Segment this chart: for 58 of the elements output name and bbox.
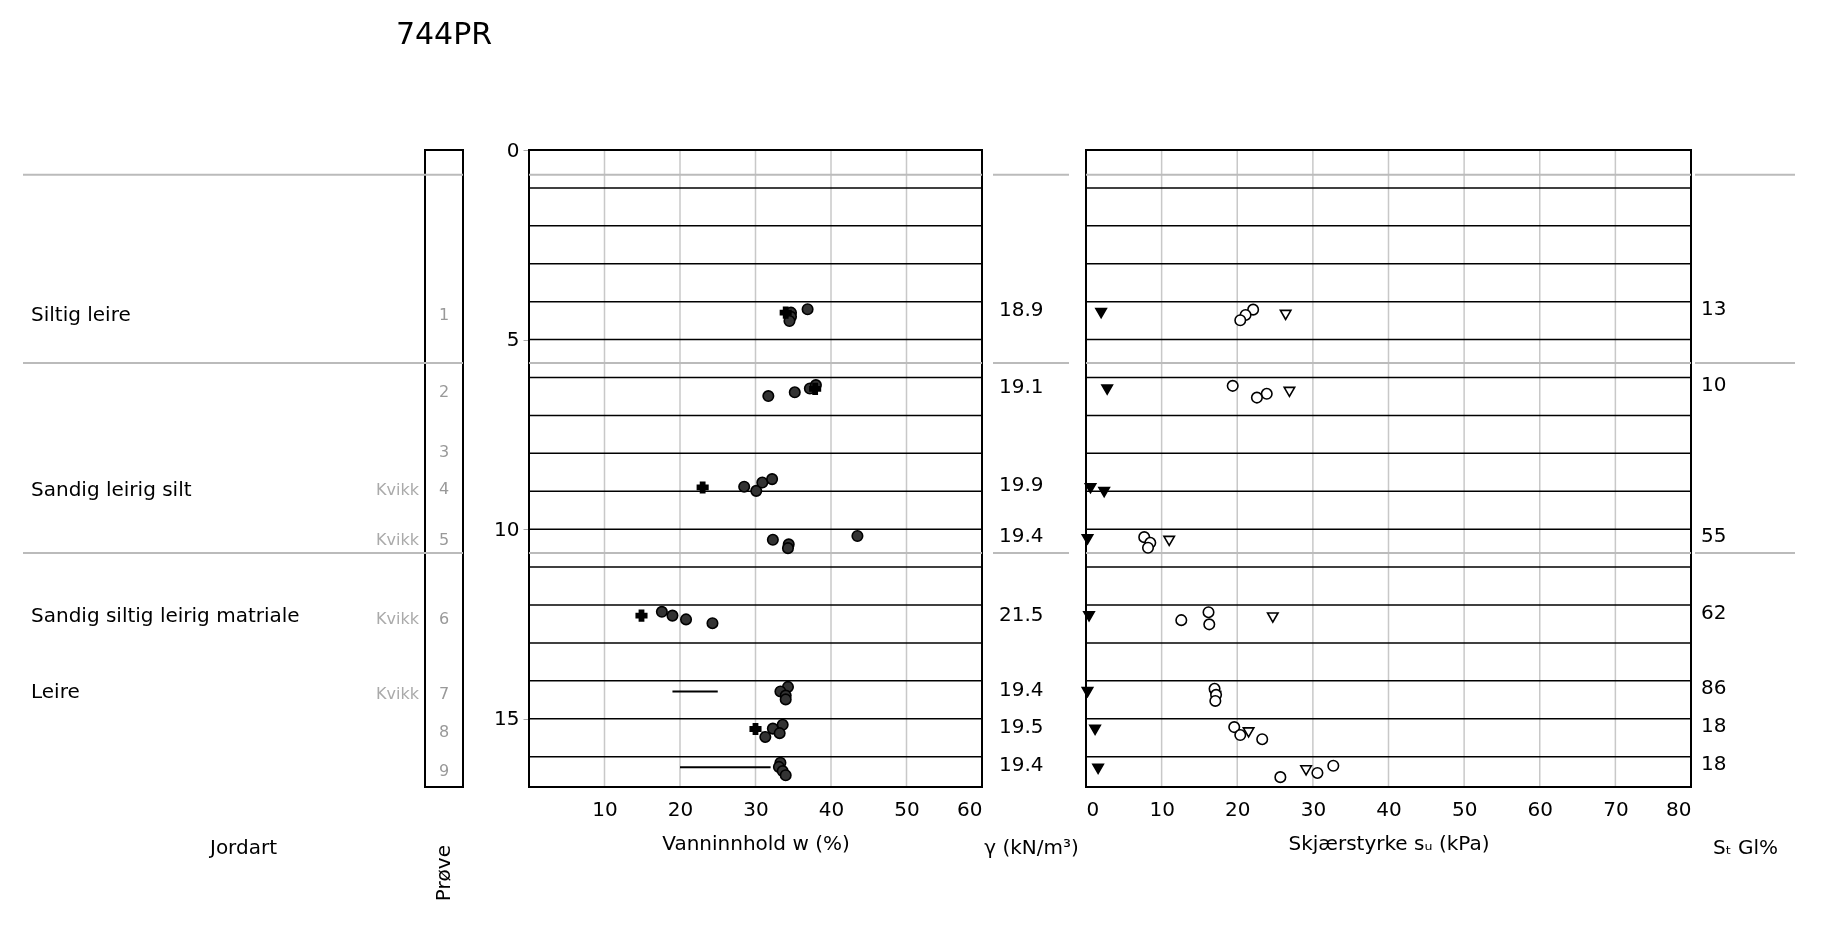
x-tick-label: 70 (1603, 796, 1629, 821)
text: Leire (31, 679, 80, 703)
text: Kvikk (376, 530, 420, 549)
text: 9 (438, 761, 450, 780)
text: 19.5 (999, 714, 1044, 738)
x-tick-label: 20 (667, 796, 694, 821)
text: 18.9 (999, 297, 1044, 321)
text: Prøve (431, 845, 455, 902)
x-tick-label: 40 (818, 796, 845, 821)
text: 4 (438, 479, 450, 498)
x-tick-label: 40 (1376, 796, 1402, 821)
x-tick-label: 60 (1527, 796, 1553, 821)
text: 5 (438, 530, 450, 549)
x-tick-label: 10 (592, 796, 618, 821)
text: 8 (438, 722, 450, 741)
text: Sandig siltig leirig matriale (31, 603, 300, 627)
text: Siltig leire (31, 302, 131, 326)
text: 55 (1701, 523, 1727, 547)
x-axis-title: Vanninnhold w (%) (662, 830, 850, 855)
text: 19.1 (999, 374, 1044, 398)
text: Kvikk (376, 609, 420, 628)
x-tick-label: 50 (1451, 796, 1478, 821)
text: 3 (438, 442, 450, 461)
x-tick-label: 30 (743, 796, 769, 821)
x-tick-label: 80 (1666, 796, 1692, 821)
x-tick-label: 50 (894, 796, 920, 821)
text: γ (kN/m³) (984, 834, 1079, 859)
text: 18 (1701, 751, 1727, 775)
text: 6 (438, 609, 450, 628)
text: 18 (1701, 713, 1727, 737)
x-tick-label: 0 (1086, 796, 1100, 821)
text: 10 (1701, 372, 1727, 396)
y-tick-label: 0 (506, 137, 520, 162)
text: Kvikk (376, 480, 420, 499)
text: Jordart (207, 834, 278, 859)
text: 19.4 (999, 677, 1044, 701)
x-axis-title: Skjærstyrke sᵤ (kPa) (1288, 830, 1490, 855)
text: Sandig leirig silt (31, 477, 192, 501)
text: 62 (1701, 600, 1727, 624)
text: 19.4 (999, 752, 1044, 776)
text: 1 (438, 305, 450, 324)
x-tick-label: 30 (1300, 796, 1327, 821)
text: 21.5 (999, 602, 1044, 626)
y-tick-label: 10 (494, 516, 520, 541)
text: Sₜ Gl% (1712, 834, 1779, 859)
text: 2 (438, 382, 450, 401)
text: 86 (1701, 675, 1727, 699)
x-tick-label: 20 (1225, 796, 1251, 821)
text: 19.9 (999, 472, 1044, 496)
y-tick-label: 5 (506, 327, 520, 352)
x-tick-label: 60 (957, 796, 983, 821)
y-tick-label: 15 (494, 706, 520, 731)
text: Kvikk (376, 684, 420, 703)
text: 19.4 (999, 523, 1044, 547)
text: 7 (438, 684, 450, 703)
text: 744PR (395, 16, 493, 51)
text: 13 (1701, 296, 1727, 320)
x-tick-label: 10 (1149, 796, 1175, 821)
